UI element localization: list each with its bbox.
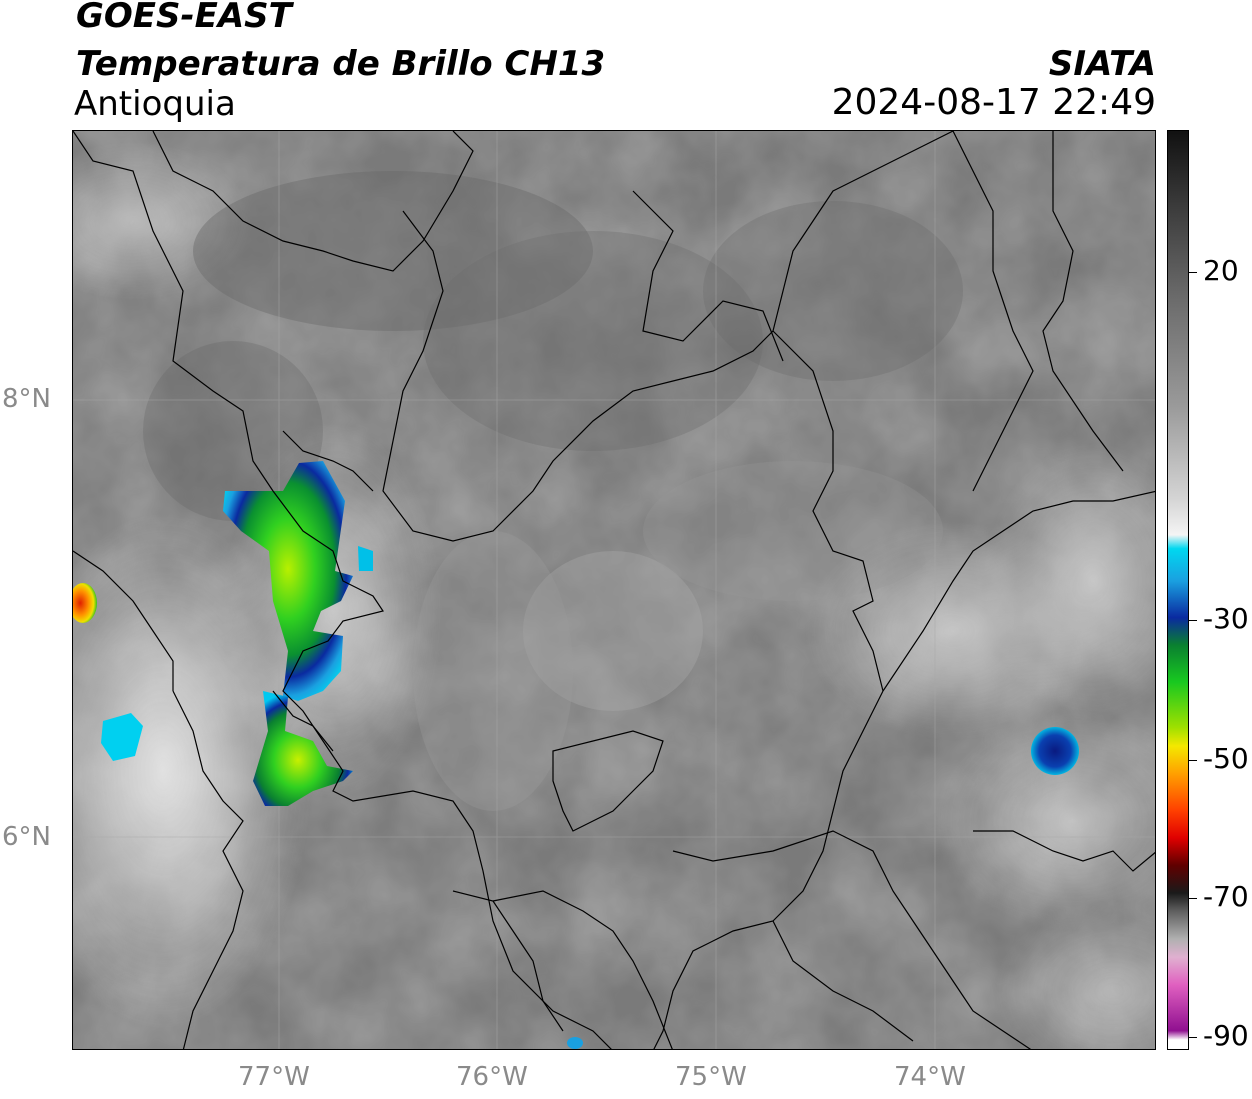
storm-cell-small-cyan [358, 546, 373, 571]
title-product: Temperatura de Brillo CH13 [76, 44, 606, 84]
cb-tick-m70 [1189, 898, 1197, 899]
colorbar [1167, 130, 1189, 1050]
lon-label-77w: 77°W [238, 1062, 310, 1092]
title-satellite: GOES-EAST [76, 0, 292, 36]
cb-label-m70: -70 [1203, 880, 1249, 913]
storm-cell-south [253, 691, 353, 806]
graticule [73, 131, 1155, 1049]
colorbar-gradient [1168, 131, 1188, 1049]
cb-tick-m90 [1189, 1037, 1197, 1038]
lat-label-8n: 8°N [2, 384, 51, 414]
storm-cells [73, 461, 1079, 1049]
storm-cell-north [223, 461, 353, 701]
cb-label-20: 20 [1203, 254, 1239, 287]
storm-cell-west-cyan [101, 713, 143, 761]
lon-label-75w: 75°W [675, 1062, 747, 1092]
storm-cell-west [73, 583, 97, 623]
cb-tick-20 [1189, 272, 1197, 273]
storm-cell-east [1031, 727, 1079, 775]
cb-label-m50: -50 [1203, 742, 1249, 775]
lon-label-74w: 74°W [894, 1062, 966, 1092]
lat-label-6n: 6°N [2, 822, 51, 852]
organization-label: SIATA [1048, 44, 1156, 84]
boundaries [73, 131, 1155, 1049]
cb-tick-m30 [1189, 620, 1197, 621]
cb-tick-m50 [1189, 760, 1197, 761]
cb-label-m30: -30 [1203, 602, 1249, 635]
datetime-label: 2024-08-17 22:49 [831, 82, 1156, 123]
cb-label-m90: -90 [1203, 1019, 1249, 1052]
lon-label-76w: 76°W [456, 1062, 528, 1092]
map-panel [72, 130, 1156, 1050]
title-region: Antioquia [74, 84, 236, 124]
map-svg [73, 131, 1155, 1049]
